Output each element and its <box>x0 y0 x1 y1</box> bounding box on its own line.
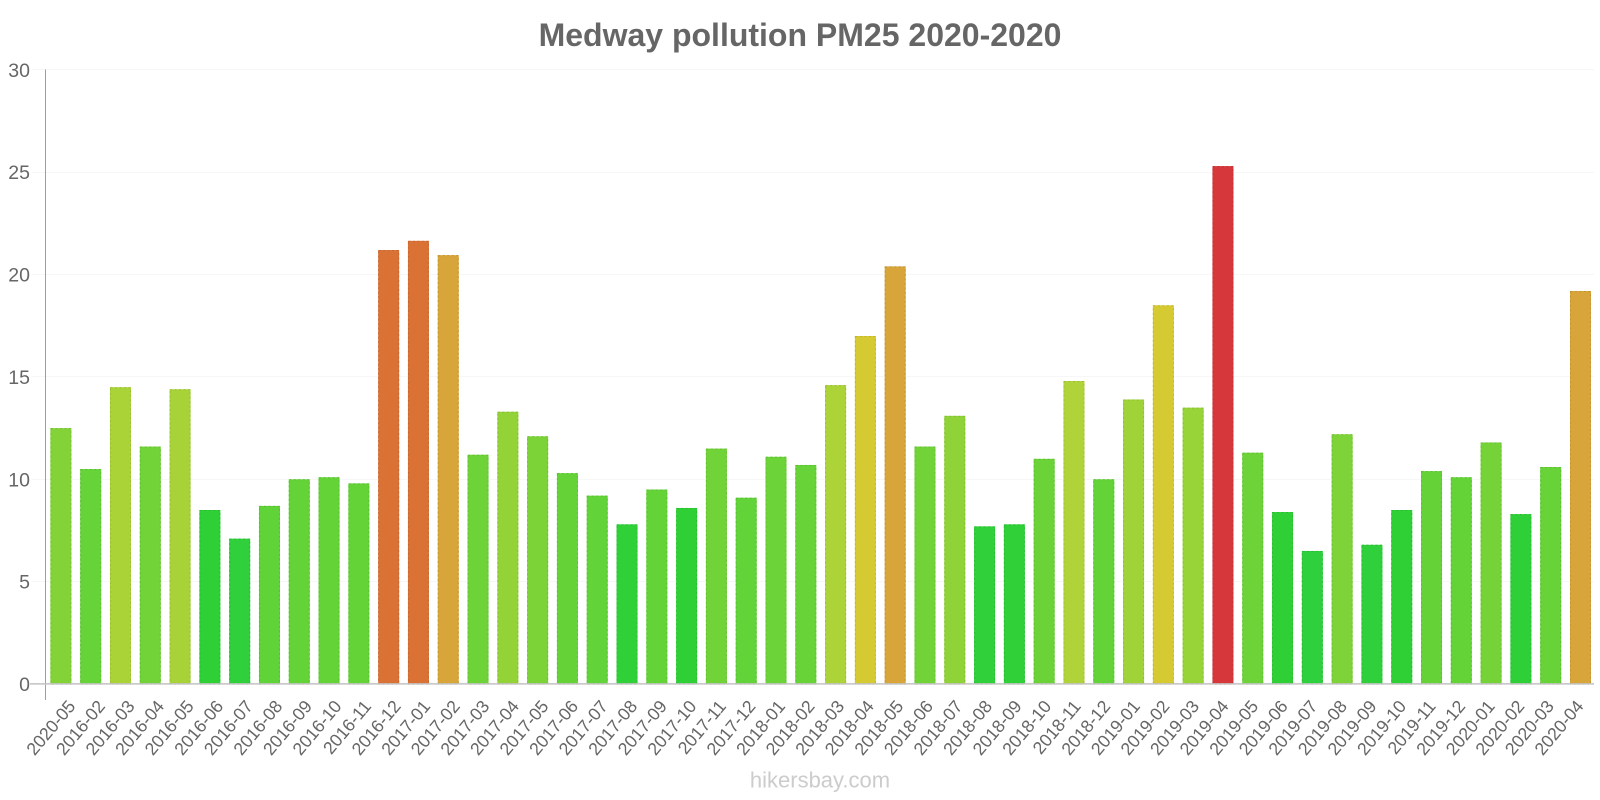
svg-text:10: 10 <box>8 469 30 491</box>
svg-text:0: 0 <box>19 674 30 696</box>
svg-text:15: 15 <box>8 367 30 389</box>
svg-text:Medway pollution PM25 2020-202: Medway pollution PM25 2020-2020 <box>539 17 1062 53</box>
svg-text:30: 30 <box>8 60 30 82</box>
svg-text:25: 25 <box>8 162 30 184</box>
svg-text:20: 20 <box>8 265 30 287</box>
svg-text:5: 5 <box>19 572 30 594</box>
svg-text:hikersbay.com: hikersbay.com <box>750 768 890 793</box>
